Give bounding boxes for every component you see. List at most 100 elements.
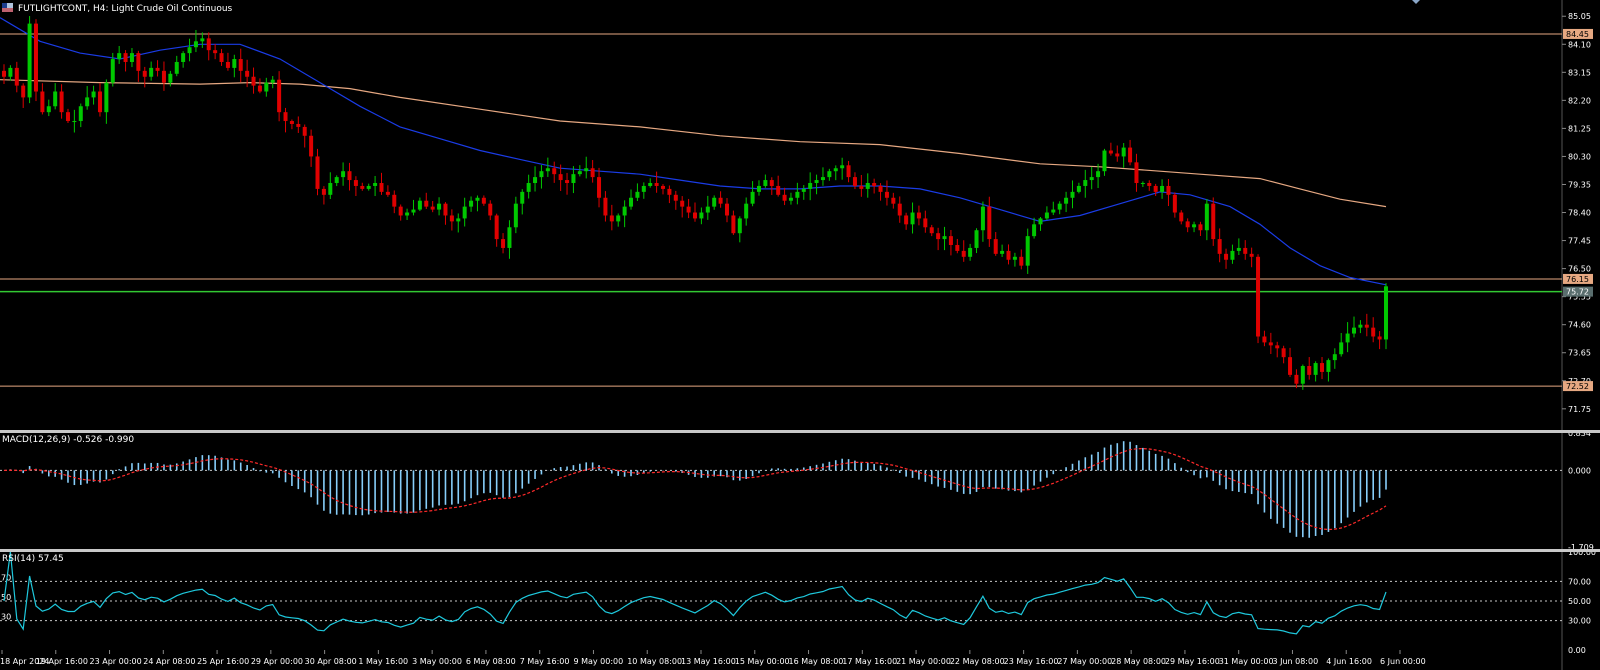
candle xyxy=(136,50,141,82)
candle xyxy=(117,46,122,64)
candle xyxy=(328,172,333,200)
candle-body xyxy=(782,194,787,201)
time-tick-label: 18 Apr 2024 xyxy=(0,657,49,666)
candle xyxy=(756,180,761,196)
candle xyxy=(936,227,941,251)
candle xyxy=(859,174,864,197)
candle xyxy=(1140,181,1145,188)
candle xyxy=(686,198,691,219)
price-tick-label: 85.05 xyxy=(1568,12,1591,21)
candle-body xyxy=(987,206,992,240)
candle-body xyxy=(756,185,761,192)
candle-body xyxy=(1160,185,1165,192)
candle-body xyxy=(430,206,435,210)
panel-separator-macd[interactable] xyxy=(0,430,1600,433)
candle xyxy=(654,171,659,193)
candle xyxy=(955,238,960,254)
candle-body xyxy=(680,200,685,207)
candle-body xyxy=(437,203,442,210)
price-panel[interactable] xyxy=(0,16,1562,390)
rsi-line xyxy=(3,551,1387,635)
candle-body xyxy=(788,197,793,201)
candle-body xyxy=(469,200,474,207)
candle xyxy=(405,208,410,221)
candle xyxy=(1147,180,1152,191)
candle-body xyxy=(161,70,166,83)
candle-body xyxy=(283,112,288,122)
candle xyxy=(1384,283,1388,350)
candle xyxy=(507,220,512,259)
candle-body xyxy=(59,91,64,113)
rsi-panel[interactable]: 70 50 30 xyxy=(0,551,1562,635)
candle-body xyxy=(78,106,83,122)
macd-signal-line xyxy=(3,447,1387,531)
price-tick-label: 78.40 xyxy=(1568,209,1591,218)
scroll-marker-icon[interactable] xyxy=(1412,0,1420,4)
candle xyxy=(1153,183,1158,196)
candle xyxy=(1364,313,1369,337)
candle-body xyxy=(334,177,339,184)
candle-body xyxy=(1326,360,1331,372)
candle xyxy=(1230,244,1235,264)
time-tick-label: 21 May 00:00 xyxy=(896,657,951,666)
candle-body xyxy=(1358,324,1363,328)
candle xyxy=(680,196,685,218)
candle-body xyxy=(513,203,518,228)
candle xyxy=(1332,348,1337,369)
time-tick-label: 29 Apr 00:00 xyxy=(251,657,303,666)
candle xyxy=(1371,317,1376,343)
candle-body xyxy=(1038,218,1043,225)
candle xyxy=(891,192,896,209)
candle-body xyxy=(321,188,326,195)
candle xyxy=(1217,228,1222,263)
price-tick-label: 71.75 xyxy=(1568,405,1591,414)
candle-body xyxy=(731,215,736,234)
candle-body xyxy=(533,177,538,184)
candle-body xyxy=(136,53,141,71)
level-label: 72.52 xyxy=(1566,382,1589,391)
candle xyxy=(852,172,857,190)
candle xyxy=(123,50,128,72)
candle-body xyxy=(200,38,205,42)
candle-body xyxy=(315,156,320,189)
candle xyxy=(1179,210,1184,225)
candle-body xyxy=(1364,324,1369,328)
candle xyxy=(14,61,19,93)
candle-body xyxy=(443,203,448,216)
price-tick-label: 79.35 xyxy=(1568,180,1591,189)
candle-body xyxy=(884,191,889,198)
macd-panel[interactable] xyxy=(0,441,1562,538)
candle-body xyxy=(1294,374,1299,384)
candle-body xyxy=(123,53,128,62)
flag-icon xyxy=(2,3,13,12)
candle-body xyxy=(1236,247,1241,251)
panel-separator-rsi[interactable] xyxy=(0,549,1600,552)
price-tick-label: 80.30 xyxy=(1568,152,1591,161)
candle xyxy=(181,51,186,68)
candle-body xyxy=(808,183,813,189)
candle-body xyxy=(1262,336,1267,343)
macd-title: MACD(12,26,9) -0.526 -0.990 xyxy=(2,435,134,445)
candle-body xyxy=(852,177,857,186)
candle xyxy=(590,160,595,183)
candle xyxy=(629,189,634,210)
current-price-label: 75.72 xyxy=(1566,288,1589,297)
time-tick-label: 22 May 08:00 xyxy=(950,657,1005,666)
candle-body xyxy=(948,236,953,245)
candle-body xyxy=(302,126,307,136)
candle-body xyxy=(718,197,723,204)
candle xyxy=(763,174,768,188)
candle xyxy=(1025,228,1030,274)
candle xyxy=(872,178,877,194)
candle-body xyxy=(801,188,806,192)
candle-body xyxy=(1064,197,1069,204)
candle xyxy=(1268,332,1273,354)
candle-body xyxy=(277,79,282,113)
candle xyxy=(1172,192,1177,218)
candle-body xyxy=(193,41,198,48)
time-tick-label: 6 May 08:00 xyxy=(466,657,516,666)
candle-body xyxy=(117,53,122,60)
candle-body xyxy=(65,112,70,122)
candle xyxy=(897,196,902,223)
